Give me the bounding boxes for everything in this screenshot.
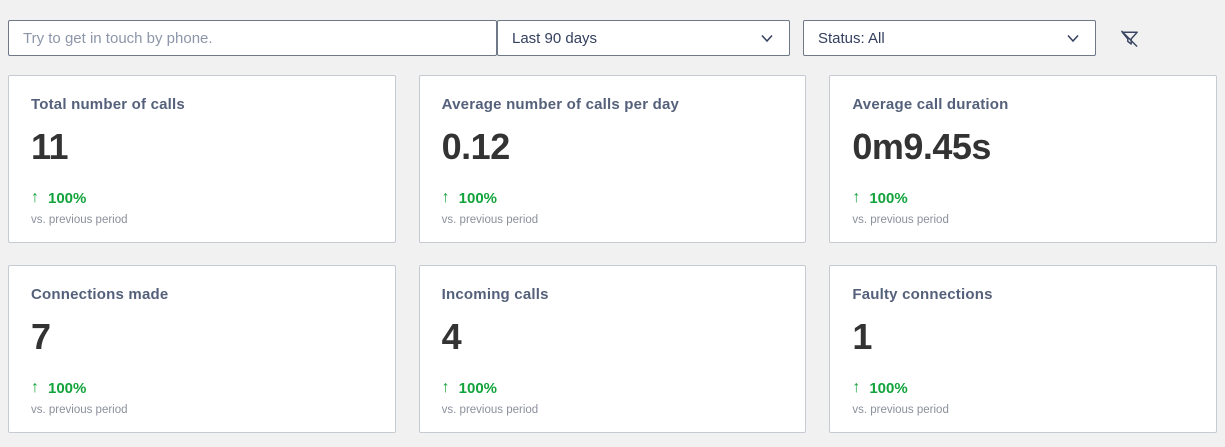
card-title: Connections made — [31, 286, 169, 303]
card-note: vs. previous period — [852, 404, 949, 416]
period-dropdown-value: Last 90 days — [512, 29, 598, 47]
period-dropdown[interactable]: Last 90 days — [497, 20, 790, 56]
card-title: Average number of calls per day — [441, 96, 680, 113]
chevron-down-icon — [759, 30, 775, 46]
arrow-up-icon: ↑ — [852, 189, 861, 206]
arrow-up-icon: ↑ — [441, 189, 450, 206]
card-title: Faulty connections — [852, 286, 993, 303]
card-note: vs. previous period — [31, 214, 128, 226]
stat-card-avg-calls-per-day: Average number of calls per day 0.12 ↑ 1… — [418, 75, 807, 243]
card-value: 0.12 — [441, 126, 511, 167]
card-note: vs. previous period — [852, 214, 949, 226]
arrow-up-icon: ↑ — [441, 379, 450, 396]
card-trend: ↑ 100% — [442, 379, 784, 397]
trend-change: 100% — [869, 379, 908, 397]
card-title: Average call duration — [852, 96, 1009, 113]
card-trend: ↑ 100% — [442, 189, 784, 207]
trend-change: 100% — [458, 379, 498, 397]
stat-card-avg-call-duration: Average call duration 0m9.45s ↑ 100% vs.… — [829, 75, 1217, 243]
card-note: vs. previous period — [441, 214, 539, 226]
stat-card-total-calls: Total number of calls 11 ↑ 100% vs. prev… — [8, 75, 396, 243]
arrow-up-icon: ↑ — [31, 379, 39, 396]
clear-filters-button[interactable] — [1114, 23, 1144, 53]
stat-card-faulty-connections: Faulty connections 1 ↑ 100% vs. previous… — [829, 265, 1217, 433]
card-trend: ↑ 100% — [852, 189, 1194, 207]
arrow-up-icon: ↑ — [852, 379, 861, 396]
card-value: 1 — [852, 316, 872, 357]
card-value: 7 — [31, 316, 51, 357]
filter-toolbar: Last 90 days Status: All — [0, 0, 1225, 56]
card-value: 11 — [31, 126, 69, 167]
trend-change: 100% — [869, 189, 908, 207]
card-trend: ↑ 100% — [31, 379, 373, 397]
trend-change: 100% — [48, 189, 87, 207]
status-dropdown[interactable]: Status: All — [803, 20, 1096, 56]
filter-off-icon — [1118, 27, 1141, 50]
card-title: Incoming calls — [441, 286, 549, 303]
trend-change: 100% — [48, 379, 87, 397]
trend-change: 100% — [458, 189, 498, 207]
card-trend: ↑ 100% — [31, 189, 373, 207]
card-note: vs. previous period — [441, 404, 539, 416]
card-trend: ↑ 100% — [852, 379, 1194, 397]
search-input[interactable] — [8, 20, 497, 56]
card-title: Total number of calls — [31, 96, 185, 113]
card-value: 4 — [441, 316, 462, 357]
stat-card-connections-made: Connections made 7 ↑ 100% vs. previous p… — [8, 265, 396, 433]
chevron-down-icon — [1065, 30, 1081, 46]
card-value: 0m9.45s — [852, 126, 991, 167]
stats-grid: Total number of calls 11 ↑ 100% vs. prev… — [0, 56, 1225, 433]
arrow-up-icon: ↑ — [31, 189, 39, 206]
card-note: vs. previous period — [31, 404, 128, 416]
stat-card-incoming-calls: Incoming calls 4 ↑ 100% vs. previous per… — [418, 265, 807, 433]
status-dropdown-value: Status: All — [818, 29, 885, 47]
